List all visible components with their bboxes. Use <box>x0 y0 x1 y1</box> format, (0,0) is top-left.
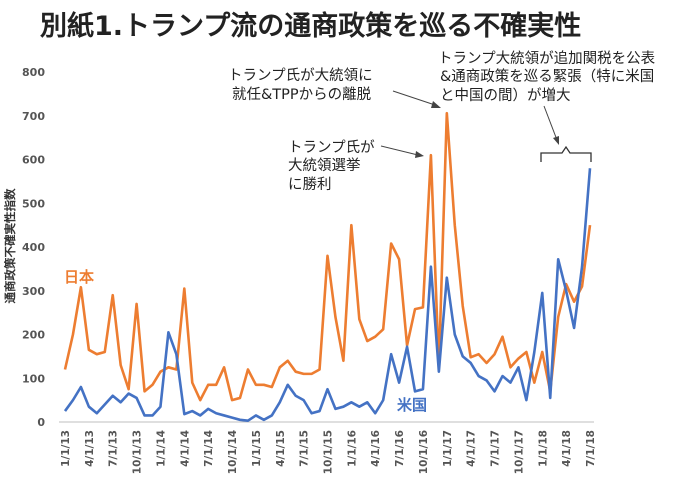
x-tick-label: 7/1/17 <box>490 430 502 467</box>
x-tick-label: 4/1/14 <box>179 430 191 467</box>
x-tick-label: 7/1/14 <box>203 430 215 467</box>
annotation-tariffs-line-2: &通商政策を巡る緊張（特に米国 <box>440 68 654 85</box>
y-tick-label: 700 <box>22 110 45 123</box>
x-tick-label: 1/1/18 <box>537 430 549 467</box>
y-tick-label: 800 <box>22 66 45 79</box>
annotation-election-line-3: に勝利 <box>288 176 332 193</box>
annotation-inauguration-arrowhead <box>431 101 441 108</box>
series-line-us <box>63 168 592 422</box>
y-tick-label: 600 <box>22 154 45 167</box>
x-tick-label: 1/1/15 <box>251 430 263 467</box>
annotation-tariffs-line-1: トランプ大統領が追加関税を公表 <box>438 50 656 67</box>
x-tick-label: 7/1/13 <box>108 430 120 467</box>
annotation-election-line-2: 大統領選挙 <box>288 157 361 174</box>
x-tick-label: 7/1/18 <box>585 430 597 467</box>
x-tick-label: 10/1/15 <box>323 430 335 474</box>
series-line-japan <box>63 111 592 402</box>
annotation-tariffs-arrowhead <box>553 136 559 145</box>
series-label-us: 米国 <box>397 396 427 414</box>
series-label-japan: 日本 <box>64 268 94 286</box>
annotation-tariffs-bracket <box>540 145 592 162</box>
x-tick-label: 1/1/16 <box>346 430 358 467</box>
x-tick-label: 1/1/14 <box>155 430 167 467</box>
x-tick-label: 10/1/14 <box>227 430 239 474</box>
x-tick-label: 4/1/17 <box>466 430 478 467</box>
annotation-inauguration-line-2: 就任&TPPからの離脱 <box>232 85 372 103</box>
y-axis-label: 通商政策不確実性指数 <box>3 188 17 303</box>
x-tick-label: 7/1/16 <box>394 430 406 467</box>
y-tick-label: 200 <box>22 329 45 342</box>
annotation-tariffs-arrow <box>543 105 558 141</box>
annotation-tariffs-line-3: と中国の間）が増大 <box>440 87 571 104</box>
page-title: 別紙1.トランプ流の通商政策を巡る不確実性 <box>40 11 582 42</box>
x-tick-label: 4/1/18 <box>561 430 573 467</box>
y-tick-label: 500 <box>22 197 45 210</box>
annotation-inauguration-arrow <box>392 90 439 107</box>
annotation-election-arrowhead <box>415 151 424 158</box>
annotation-election-arrow <box>380 145 423 157</box>
x-tick-label: 1/1/17 <box>442 430 454 467</box>
x-tick-label: 1/1/13 <box>60 430 72 467</box>
x-tick-label: 10/1/13 <box>132 430 144 474</box>
y-tick-label: 400 <box>22 241 45 254</box>
annotation-inauguration: トランプ氏が大統領に 就任&TPPからの離脱 <box>228 67 441 108</box>
x-tick-label: 10/1/17 <box>513 430 525 474</box>
x-tick-label: 7/1/15 <box>299 430 311 467</box>
y-tick-label: 300 <box>22 285 45 298</box>
y-tick-label: 0 <box>37 416 45 429</box>
x-tick-label: 10/1/16 <box>418 430 430 474</box>
annotation-inauguration-line-1: トランプ氏が大統領に <box>228 67 373 84</box>
annotation-tariffs: トランプ大統領が追加関税を公表 &通商政策を巡る緊張（特に米国 と中国の間）が増… <box>438 50 656 162</box>
x-tick-label: 4/1/13 <box>84 430 96 467</box>
x-tick-label: 4/1/16 <box>370 430 382 467</box>
y-tick-label: 100 <box>22 372 45 385</box>
annotation-election: トランプ氏が 大統領選挙 に勝利 <box>288 139 424 193</box>
annotation-election-line-1: トランプ氏が <box>288 139 375 156</box>
x-tick-label: 4/1/15 <box>275 430 287 467</box>
